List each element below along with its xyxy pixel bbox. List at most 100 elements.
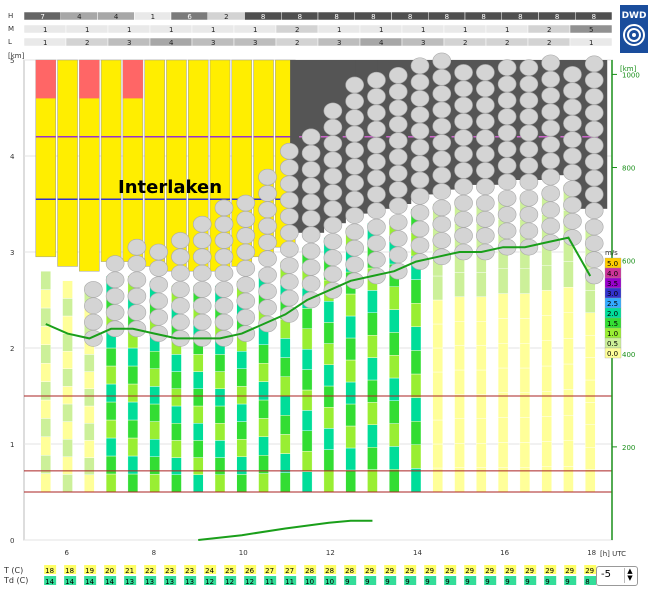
cloud-bubble <box>497 157 517 174</box>
y-left-unit: [km] <box>8 52 25 60</box>
wind-cell <box>62 474 73 493</box>
cloud-bubble <box>432 101 452 119</box>
cloud-bubbles <box>84 52 604 347</box>
cloud-bubble <box>236 292 256 310</box>
cloud-cell-value: 2 <box>224 13 228 21</box>
cloud-bubble <box>367 137 386 154</box>
cloud-bubble <box>236 227 256 244</box>
wind-cell <box>345 381 356 405</box>
cloud-bubble <box>280 306 299 323</box>
wind-cell <box>171 423 182 441</box>
precip-line <box>198 519 373 541</box>
wind-cell <box>345 315 356 339</box>
wind-cell <box>367 335 378 358</box>
reference-lines <box>24 395 612 493</box>
cloud-bubble <box>214 199 234 217</box>
cloud-bubble <box>323 167 343 185</box>
cloud-bubble <box>388 67 408 84</box>
cloud-cell-value: 8 <box>481 13 485 21</box>
location-label: Interlaken <box>118 177 222 198</box>
cloud-bubble <box>345 109 364 126</box>
cloud-bubble <box>214 248 234 266</box>
cloud-bubble <box>388 148 408 166</box>
wind-cell <box>149 439 160 458</box>
cloud-bubble <box>214 232 234 249</box>
cloud-bubble <box>192 264 212 282</box>
wind-cell <box>432 419 443 445</box>
cloud-bubble <box>476 194 495 212</box>
cloud-cell-value: 3 <box>337 39 341 47</box>
wind-cell <box>476 321 487 346</box>
wind-cell <box>323 364 335 387</box>
t-value: 27 <box>265 567 274 575</box>
offset-stepper[interactable]: -5 ▲ ▼ <box>596 566 638 586</box>
td-value: 12 <box>205 578 214 586</box>
wind-cell <box>454 296 465 322</box>
cloud-bubble <box>541 168 560 186</box>
td-cell <box>144 576 157 585</box>
cloud-bubble <box>388 83 408 100</box>
wind-cell <box>367 424 378 448</box>
wind-cell <box>280 357 291 378</box>
t-value: 29 <box>405 567 414 575</box>
cloud-bubble <box>280 289 299 307</box>
cloud-bubble <box>214 297 234 315</box>
t-value: 27 <box>285 567 294 575</box>
cloud-cell-value: 2 <box>85 39 89 47</box>
cloud-cell-value: 3 <box>127 39 131 47</box>
cloud-bubble <box>301 275 321 292</box>
wind-cell <box>323 428 335 450</box>
cloud-bubble <box>323 233 343 250</box>
cloud-bubble <box>410 236 430 254</box>
wind-cell <box>105 437 117 457</box>
t-value: 29 <box>565 567 574 575</box>
t-cell <box>264 565 277 574</box>
t-row-label: T (C) <box>3 566 23 575</box>
wind-cell <box>40 418 51 437</box>
t-value: 23 <box>185 567 194 575</box>
wind-cell <box>301 308 313 329</box>
wind-cell <box>563 312 574 339</box>
wind-cell <box>127 383 139 403</box>
stepper-arrows-icon[interactable]: ▲ ▼ <box>624 568 635 583</box>
cloud-bubble <box>388 99 408 117</box>
cloud-bubble <box>476 64 495 81</box>
wind-cell <box>105 365 117 385</box>
wind-cell <box>40 399 51 419</box>
temperature-rows: 18 18 19 20 21 22 23 23 24 25 26 27 27 28 28 28 29 29 29 29… <box>44 565 597 586</box>
cloud-bubble <box>410 220 430 238</box>
wind-cell <box>62 315 73 334</box>
wind-cell <box>258 418 269 437</box>
t-value: 29 <box>545 567 554 575</box>
x-tick: 16 <box>500 549 509 557</box>
t-value: 19 <box>85 567 94 575</box>
cloud-cell <box>575 11 613 21</box>
td-value: 9 <box>505 578 509 586</box>
cloud-cell-value: 2 <box>295 26 299 34</box>
td-value: 9 <box>465 578 469 586</box>
cloud-bubble <box>323 184 343 201</box>
cloud-bubble <box>367 153 386 171</box>
wind-cell <box>497 293 509 319</box>
t-cell <box>204 565 217 574</box>
wind-cell <box>367 312 378 336</box>
cloud-block-red <box>122 60 143 99</box>
cloud-bubble <box>519 222 539 240</box>
t-cell <box>284 565 297 574</box>
t-cell <box>424 565 437 574</box>
cloud-bubble <box>171 232 190 249</box>
cloud-bubble <box>367 169 386 187</box>
wind-cell <box>193 388 204 407</box>
wind-cell <box>62 456 73 475</box>
t-cell <box>444 565 457 574</box>
cloud-cell-value: 4 <box>379 39 384 47</box>
wind-cell <box>149 386 160 405</box>
wind-cell <box>454 443 465 468</box>
cloud-bubble <box>519 206 539 223</box>
wind-cell <box>345 425 356 449</box>
cloud-cell-value: 8 <box>298 13 302 21</box>
legend-label: 1.0 <box>607 330 618 338</box>
t-cell <box>124 565 137 574</box>
cloud-bubble <box>280 175 299 193</box>
td-cell <box>224 576 237 585</box>
